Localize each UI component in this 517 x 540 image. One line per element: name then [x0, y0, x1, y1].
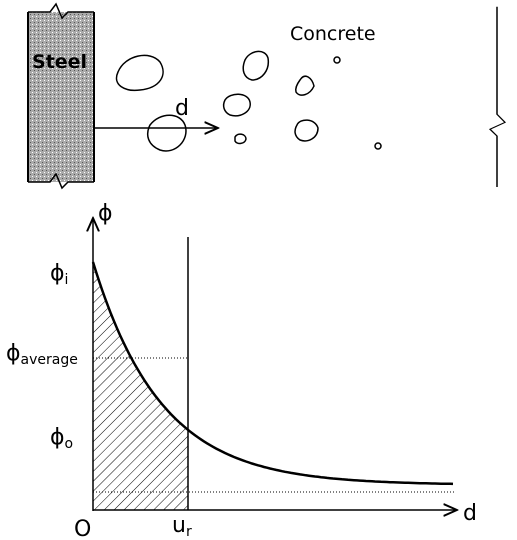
hatched-area	[93, 262, 188, 510]
level-label: ϕo	[50, 425, 73, 452]
decay-curve	[91, 261, 454, 486]
origin-label: O	[74, 517, 91, 540]
concrete-label: Concrete	[290, 23, 376, 45]
boundary	[488, 6, 507, 188]
y-axis-label: ϕ	[98, 201, 113, 226]
level-label: ϕi	[50, 261, 68, 288]
steel-bar	[27, 2, 95, 190]
radius-label: ur	[172, 513, 192, 540]
x-axis-label: d	[463, 501, 477, 526]
distance-label: d	[175, 96, 189, 121]
level-label: ϕaverage	[6, 341, 78, 368]
steel-label: Steel	[32, 51, 87, 73]
aggregates	[115, 50, 382, 152]
